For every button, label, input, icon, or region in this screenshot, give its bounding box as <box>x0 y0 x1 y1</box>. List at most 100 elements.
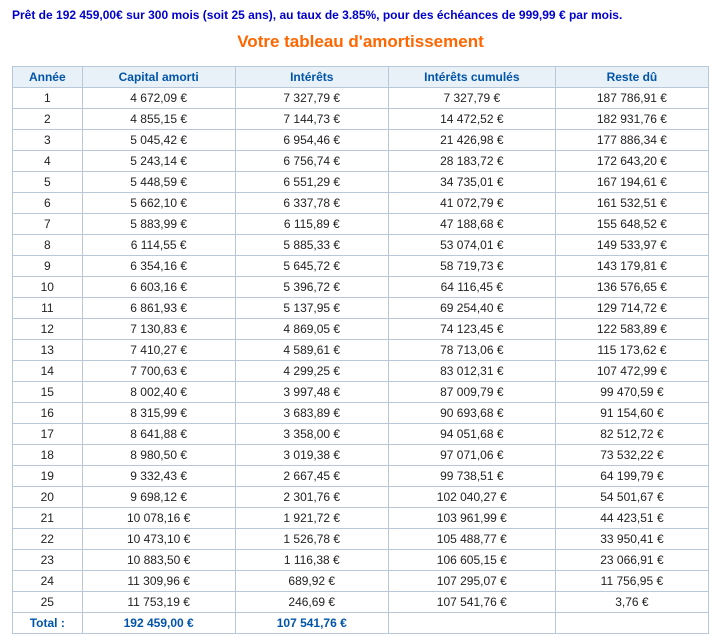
table-row: 35 045,42 €6 954,46 €21 426,98 €177 886,… <box>13 130 709 151</box>
table-cell: 8 <box>13 235 83 256</box>
table-cell: 107 295,07 € <box>388 571 555 592</box>
table-row: 127 130,83 €4 869,05 €74 123,45 €122 583… <box>13 319 709 340</box>
table-row: 116 861,93 €5 137,95 €69 254,40 €129 714… <box>13 298 709 319</box>
table-cell: 1 116,38 € <box>235 550 388 571</box>
table-cell: 107 472,99 € <box>555 361 708 382</box>
table-row: 209 698,12 €2 301,76 €102 040,27 €54 501… <box>13 487 709 508</box>
table-row: 168 315,99 €3 683,89 €90 693,68 €91 154,… <box>13 403 709 424</box>
table-cell: 87 009,79 € <box>388 382 555 403</box>
table-cell: 7 700,63 € <box>82 361 235 382</box>
table-cell: 74 123,45 € <box>388 319 555 340</box>
table-cell: 23 <box>13 550 83 571</box>
table-cell: 9 698,12 € <box>82 487 235 508</box>
table-cell: 7 144,73 € <box>235 109 388 130</box>
table-cell: 6 115,89 € <box>235 214 388 235</box>
table-cell: 8 002,40 € <box>82 382 235 403</box>
table-cell: 54 501,67 € <box>555 487 708 508</box>
table-cell: 10 <box>13 277 83 298</box>
table-cell: 7 327,79 € <box>235 88 388 109</box>
table-cell: 172 643,20 € <box>555 151 708 172</box>
table-cell: 28 183,72 € <box>388 151 555 172</box>
table-cell: 106 605,15 € <box>388 550 555 571</box>
table-cell: 8 980,50 € <box>82 445 235 466</box>
table-cell: 13 <box>13 340 83 361</box>
table-row: 2310 883,50 €1 116,38 €106 605,15 €23 06… <box>13 550 709 571</box>
table-total-cell: 192 459,00 € <box>82 613 235 634</box>
table-row: 199 332,43 €2 667,45 €99 738,51 €64 199,… <box>13 466 709 487</box>
table-cell: 8 315,99 € <box>82 403 235 424</box>
table-cell: 115 173,62 € <box>555 340 708 361</box>
table-row: 178 641,88 €3 358,00 €94 051,68 €82 512,… <box>13 424 709 445</box>
table-cell: 246,69 € <box>235 592 388 613</box>
table-total-row: Total :192 459,00 €107 541,76 € <box>13 613 709 634</box>
table-cell: 6 354,16 € <box>82 256 235 277</box>
table-cell: 11 309,96 € <box>82 571 235 592</box>
table-cell: 14 472,52 € <box>388 109 555 130</box>
table-row: 158 002,40 €3 997,48 €87 009,79 €99 470,… <box>13 382 709 403</box>
table-row: 75 883,99 €6 115,89 €47 188,68 €155 648,… <box>13 214 709 235</box>
table-cell: 6 114,55 € <box>82 235 235 256</box>
table-row: 147 700,63 €4 299,25 €83 012,31 €107 472… <box>13 361 709 382</box>
table-cell: 6 551,29 € <box>235 172 388 193</box>
table-cell: 105 488,77 € <box>388 529 555 550</box>
table-row: 24 855,15 €7 144,73 €14 472,52 €182 931,… <box>13 109 709 130</box>
table-row: 2511 753,19 €246,69 €107 541,76 €3,76 € <box>13 592 709 613</box>
table-cell: 5 448,59 € <box>82 172 235 193</box>
table-cell: 47 188,68 € <box>388 214 555 235</box>
table-cell: 1 526,78 € <box>235 529 388 550</box>
table-cell: 11 753,19 € <box>82 592 235 613</box>
table-cell: 11 <box>13 298 83 319</box>
table-cell: 4 299,25 € <box>235 361 388 382</box>
table-total-cell <box>555 613 708 634</box>
table-cell: 58 719,73 € <box>388 256 555 277</box>
table-cell: 689,92 € <box>235 571 388 592</box>
table-cell: 44 423,51 € <box>555 508 708 529</box>
table-cell: 16 <box>13 403 83 424</box>
table-cell: 3 683,89 € <box>235 403 388 424</box>
table-cell: 5 045,42 € <box>82 130 235 151</box>
table-row: 2210 473,10 €1 526,78 €105 488,77 €33 95… <box>13 529 709 550</box>
table-cell: 129 714,72 € <box>555 298 708 319</box>
col-capital: Capital amorti <box>82 67 235 88</box>
table-cell: 4 855,15 € <box>82 109 235 130</box>
table-cell: 5 662,10 € <box>82 193 235 214</box>
table-cell: 9 332,43 € <box>82 466 235 487</box>
table-cell: 21 <box>13 508 83 529</box>
table-cell: 91 154,60 € <box>555 403 708 424</box>
table-cell: 3 997,48 € <box>235 382 388 403</box>
table-cell: 177 886,34 € <box>555 130 708 151</box>
table-cell: 155 648,52 € <box>555 214 708 235</box>
table-cell: 34 735,01 € <box>388 172 555 193</box>
table-cell: 4 869,05 € <box>235 319 388 340</box>
table-cell: 167 194,61 € <box>555 172 708 193</box>
table-total-cell <box>388 613 555 634</box>
table-cell: 18 <box>13 445 83 466</box>
table-cell: 2 <box>13 109 83 130</box>
table-row: 106 603,16 €5 396,72 €64 116,45 €136 576… <box>13 277 709 298</box>
table-cell: 161 532,51 € <box>555 193 708 214</box>
table-cell: 69 254,40 € <box>388 298 555 319</box>
table-cell: 6 603,16 € <box>82 277 235 298</box>
table-cell: 73 532,22 € <box>555 445 708 466</box>
table-cell: 6 756,74 € <box>235 151 388 172</box>
col-year: Année <box>13 67 83 88</box>
table-cell: 5 137,95 € <box>235 298 388 319</box>
table-cell: 41 072,79 € <box>388 193 555 214</box>
table-cell: 33 950,41 € <box>555 529 708 550</box>
table-cell: 5 243,14 € <box>82 151 235 172</box>
table-cell: 97 071,06 € <box>388 445 555 466</box>
table-cell: 122 583,89 € <box>555 319 708 340</box>
table-cell: 5 645,72 € <box>235 256 388 277</box>
loan-summary: Prêt de 192 459,00€ sur 300 mois (soit 2… <box>12 8 709 22</box>
col-remaining: Reste dû <box>555 67 708 88</box>
table-cell: 5 883,99 € <box>82 214 235 235</box>
table-total-cell: Total : <box>13 613 83 634</box>
table-cell: 1 <box>13 88 83 109</box>
table-cell: 1 921,72 € <box>235 508 388 529</box>
table-cell: 143 179,81 € <box>555 256 708 277</box>
table-cell: 9 <box>13 256 83 277</box>
table-cell: 64 199,79 € <box>555 466 708 487</box>
table-cell: 17 <box>13 424 83 445</box>
table-cell: 53 074,01 € <box>388 235 555 256</box>
table-cell: 103 961,99 € <box>388 508 555 529</box>
